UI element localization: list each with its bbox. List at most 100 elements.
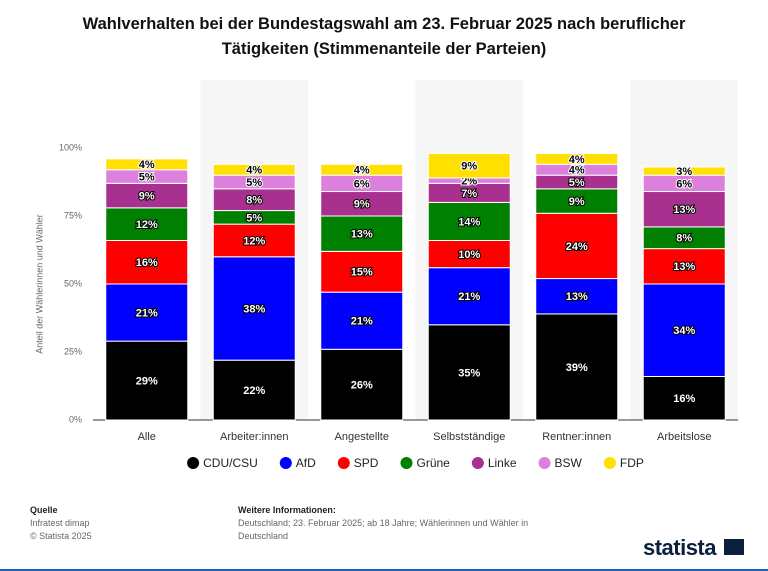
bar-segment [427,152,511,179]
data-label: 29% [136,375,158,387]
bar-segment [535,212,619,280]
data-label: 24% [566,241,588,253]
logo-icon [724,539,744,555]
bar-segment [642,248,726,285]
data-label: 12% [243,235,265,247]
x-tick-label: Arbeiter:innen [220,431,289,443]
data-label: 4% [139,159,155,171]
legend-label: CDU/CSU [203,456,258,470]
data-label: 5% [246,177,262,189]
data-label: 38% [243,303,265,315]
data-label: 9% [139,191,155,203]
data-label: 13% [673,261,695,273]
data-label: 4% [569,165,585,177]
source-title: Quelle [30,505,58,515]
data-label: 4% [246,165,262,177]
legend-marker [603,457,616,469]
bar-segment [105,239,189,285]
data-label: 4% [569,154,585,166]
bar-segment [105,207,189,241]
bar-segment [642,191,726,228]
data-label: 10% [458,249,480,261]
data-label: 9% [461,161,477,173]
info-title: Weitere Informationen: [238,505,336,515]
logo: statista [642,535,717,560]
bar-segment [427,324,511,421]
bar-segment [105,283,189,342]
bar-segment [320,191,404,217]
data-label: 8% [676,233,692,245]
data-label: 3% [676,166,692,178]
bar-segment [320,348,404,421]
bar-segment [212,163,296,176]
bar-segment [535,152,619,165]
bar-segment [535,313,619,421]
data-label: 5% [139,171,155,183]
y-tick-label: 0% [69,414,82,424]
x-tick-label: Selbstständige [433,431,505,443]
data-label: 39% [566,362,588,374]
data-label: 6% [676,178,692,190]
data-label: 6% [354,178,370,190]
x-tick-label: Angestellte [335,431,389,443]
data-label: 7% [461,188,477,200]
legend-marker [400,457,413,469]
copyright: © Statista 2025 [30,531,92,541]
x-tick-label: Rentner:innen [542,431,611,443]
bar-segment [212,223,296,258]
bar-segment [642,166,726,176]
legend-marker [337,457,350,469]
data-label: 16% [673,393,695,405]
bar-segment [212,256,296,361]
data-label: 34% [673,325,695,337]
legend-marker [471,457,484,469]
legend-label: AfD [296,456,316,470]
data-label: 21% [136,307,158,319]
bar-segment [427,239,511,269]
legend-label: BSW [555,456,583,470]
data-label: 26% [351,380,373,392]
legend-marker [187,457,200,469]
bar-segment [105,158,189,171]
data-label: 21% [351,316,373,328]
data-label: 9% [569,196,585,208]
data-label: 35% [458,367,480,379]
bar-segment [105,182,189,209]
bar-segment [320,163,404,176]
y-tick-label: 75% [64,210,82,220]
x-tick-label: Alle [138,431,156,443]
data-label: 13% [566,291,588,303]
legend-marker [538,457,551,469]
bar-segment [427,267,511,326]
data-label: 21% [458,291,480,303]
chart-title: Wahlverhalten bei der Bundestagswahl am … [82,15,686,58]
data-label: 8% [246,195,262,207]
info: Deutschland; 23. Februar 2025; ab 18 Jah… [238,518,529,541]
y-tick-label: 25% [64,346,82,356]
bar-segment [212,359,296,421]
info-block: Weitere Informationen: Deutschland; 23. … [238,504,538,543]
data-label: 13% [351,229,373,241]
legend-label: Grüne [416,456,450,470]
data-label: 9% [354,199,370,211]
data-label: 15% [351,267,373,279]
bar-segment [535,278,619,315]
bar-segment [535,188,619,214]
legend-label: SPD [354,456,379,470]
legend-marker [279,457,292,469]
data-label: 22% [243,385,265,397]
data-label: 16% [136,257,158,269]
y-axis-label: Anteil der Wählerinnen und Wähler [34,214,44,354]
data-label: 14% [458,216,480,228]
data-label: 13% [673,204,695,216]
source: Infratest dimap [30,518,90,528]
data-label: 5% [246,212,262,224]
data-label: 5% [569,177,585,189]
data-label: 12% [136,219,158,231]
y-tick-label: 50% [64,278,82,288]
legend-label: Linke [488,456,517,470]
data-label: 4% [354,165,370,177]
source-block: Quelle Infratest dimap © Statista 2025 [30,504,210,543]
